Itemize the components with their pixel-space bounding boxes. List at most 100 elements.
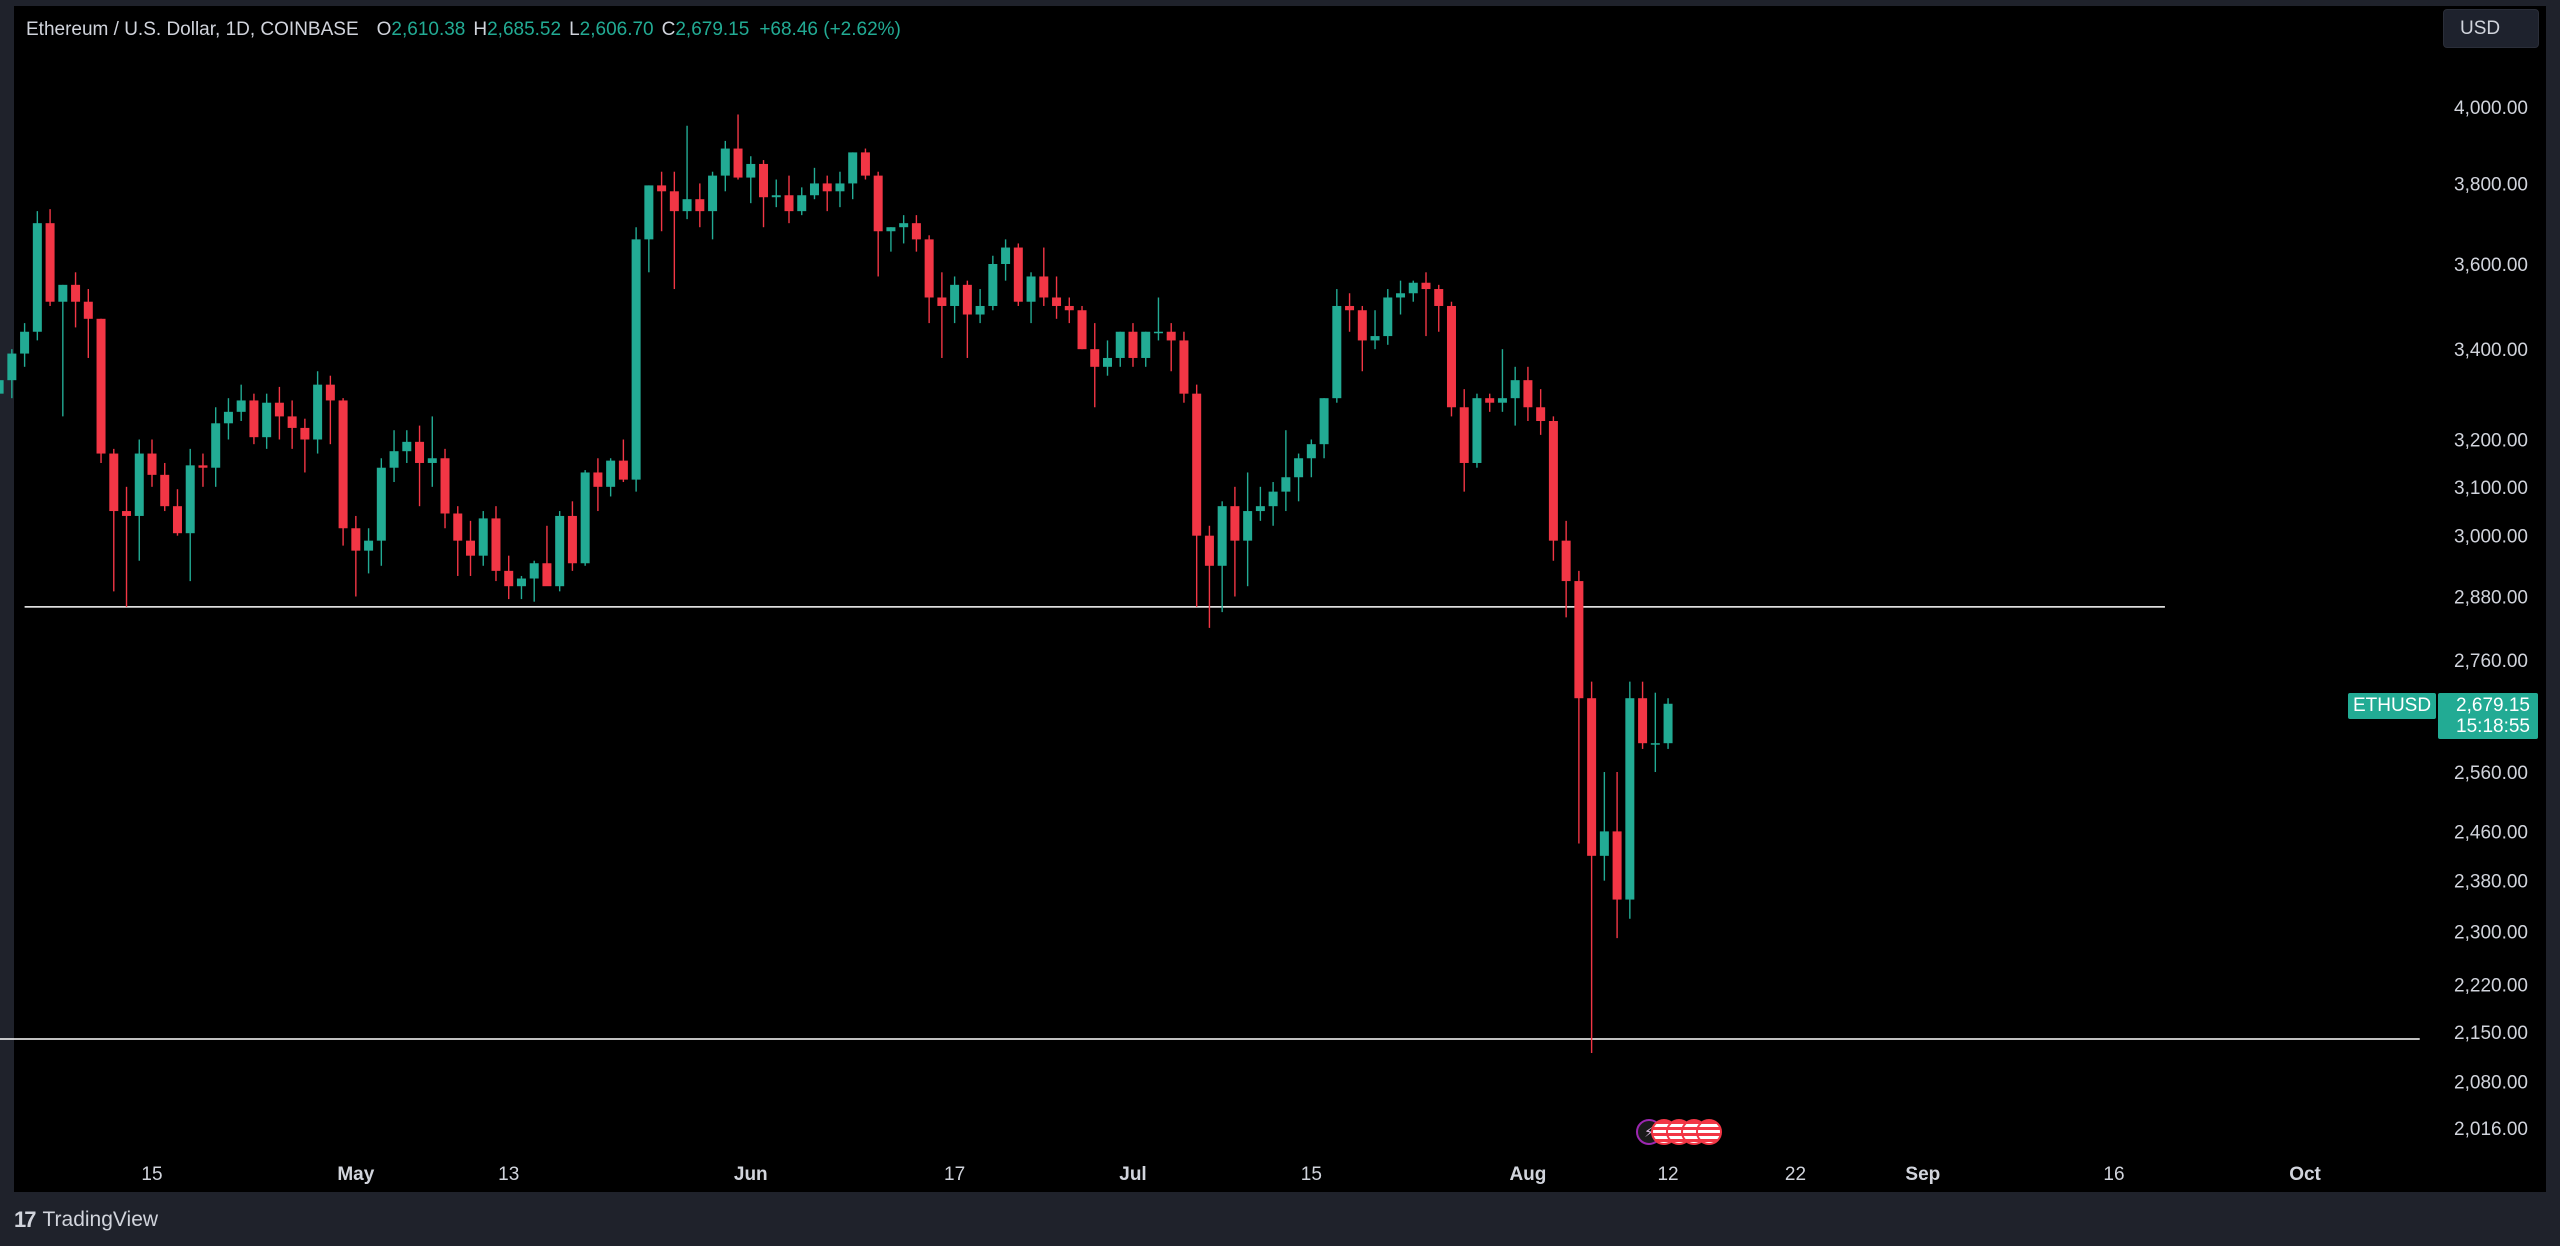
candle-body [1153,331,1163,334]
candle-body [1281,477,1291,492]
candle-body [172,506,182,534]
candle [695,183,705,228]
candle-body [988,263,998,306]
candle [822,175,832,212]
candle-body [478,518,488,556]
currency-button[interactable]: USD [2443,9,2539,48]
candle [1663,698,1673,749]
candle [83,289,93,358]
symbol-title[interactable]: Ethereum / U.S. Dollar, 1D, COINBASE [26,19,359,40]
candle-body [160,474,170,507]
candle [835,171,845,208]
candle [1255,486,1265,521]
candle-body [771,195,781,198]
candle [797,187,807,216]
candle-body [1370,336,1380,341]
tradingview-logo-icon[interactable]: 17 [14,1207,37,1232]
candle-body [1039,276,1049,298]
price-tick-label: 3,600.00 [2454,255,2528,276]
candle-body [1561,540,1571,582]
candle [1370,310,1380,350]
candles [0,114,1673,1054]
candle [109,448,119,592]
candle [7,349,17,399]
candle-body [1026,276,1036,302]
candle-body [1001,247,1011,264]
candle [542,525,552,587]
candle [848,152,858,200]
candle [300,418,310,473]
candle-body [593,472,603,487]
candle [1332,289,1342,403]
candle [1026,272,1036,324]
candle-body [402,441,412,452]
price-tick-label: 2,016.00 [2454,1119,2528,1140]
candle-body [211,423,221,468]
candle-body [1599,831,1609,856]
candle-body [147,453,157,475]
candle [1039,247,1049,306]
time-tick-label: 17 [944,1164,965,1185]
candle [1319,398,1329,459]
candle [1574,570,1584,844]
price-tick-label: 2,220.00 [2454,975,2528,996]
price-tick-label: 2,080.00 [2454,1072,2528,1093]
candle [1064,297,1074,324]
candle [529,560,539,602]
candle-body [682,199,692,212]
open-value: 2,610.38 [391,19,466,40]
candle-body [899,223,909,228]
candle [1587,681,1597,1054]
candle [376,458,386,566]
candle [771,179,781,208]
candle [45,209,55,306]
candle-body [453,513,463,541]
candle [631,227,641,492]
candle-body [809,183,819,196]
candle-body [1396,293,1406,298]
candle [886,227,896,252]
candle-body [185,465,195,534]
us-flag-icon[interactable] [1696,1119,1722,1145]
candle-body [555,515,565,587]
price-tick-label: 2,380.00 [2454,872,2528,893]
candle [211,407,221,487]
candle-body [1587,698,1597,856]
candle [262,393,272,449]
candle-body [504,570,514,587]
candle-body [911,223,921,240]
candle [962,280,972,358]
candle-body [1204,535,1214,566]
price-tick-label: 3,100.00 [2454,478,2528,499]
candle-body [759,163,769,198]
candle-body [1306,444,1316,459]
candle [784,175,794,224]
candle-body [1459,407,1469,463]
time-tick-label: Jun [734,1164,768,1185]
candle-body [720,148,730,176]
candle-body [122,511,132,516]
time-tick-label: 13 [498,1164,519,1185]
candle [185,448,195,582]
price-tick-label: 2,560.00 [2454,763,2528,784]
candle-body [1230,506,1240,541]
candle-body [937,297,947,306]
candle [427,416,437,487]
candle [122,486,132,607]
candle-body [338,400,348,529]
time-tick-label: 16 [2103,1164,2124,1185]
candle-body [1434,289,1444,306]
candle [1294,453,1304,502]
candle [1599,772,1609,881]
candle [249,393,259,445]
candle [96,318,106,463]
candle [313,371,323,454]
candle [1485,393,1495,412]
price-tick-label: 3,400.00 [2454,340,2528,361]
candle [58,284,68,417]
brand-name[interactable]: TradingView [42,1208,159,1231]
candle-body [1077,310,1087,350]
time-tick-label: Sep [1905,1164,1940,1185]
candle [1166,323,1176,372]
